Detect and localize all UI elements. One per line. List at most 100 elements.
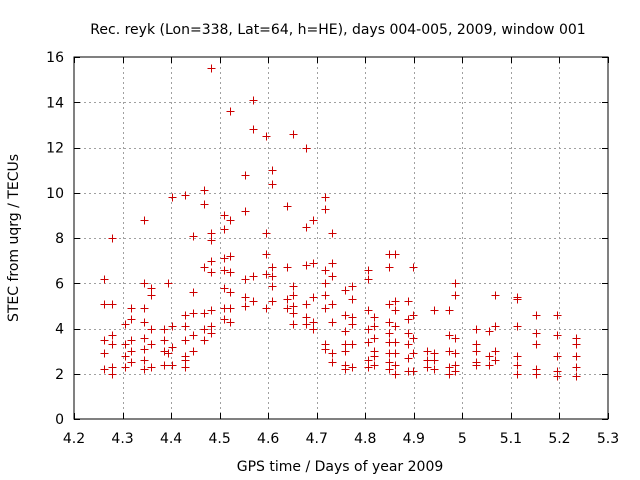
data-point — [249, 297, 258, 306]
data-point — [147, 291, 156, 300]
data-point — [328, 349, 337, 358]
data-point — [140, 356, 149, 365]
data-point — [108, 370, 117, 379]
data-point — [164, 279, 173, 288]
data-point — [249, 96, 258, 105]
data-point — [321, 279, 330, 288]
x-tick-label: 5 — [458, 431, 467, 447]
data-point — [207, 236, 216, 245]
data-point — [147, 340, 156, 349]
data-point — [289, 302, 298, 311]
data-point — [268, 263, 277, 272]
data-point — [226, 288, 235, 297]
data-point — [181, 311, 190, 320]
data-point — [100, 349, 109, 358]
data-point — [445, 331, 454, 340]
x-axis-label: GPS time / Days of year 2009 — [237, 459, 444, 475]
data-point — [127, 358, 136, 367]
data-point — [445, 370, 454, 379]
data-point — [391, 250, 400, 259]
y-tick-label: 0 — [55, 412, 64, 428]
data-point — [370, 334, 379, 343]
data-point — [127, 347, 136, 356]
data-point — [348, 282, 357, 291]
data-point — [472, 340, 481, 349]
data-point — [364, 356, 373, 365]
data-point — [485, 327, 494, 336]
data-point — [391, 322, 400, 331]
data-point — [513, 322, 522, 331]
data-point — [491, 347, 500, 356]
data-point — [268, 297, 277, 306]
data-point — [404, 354, 413, 363]
data-point — [147, 284, 156, 293]
data-point — [160, 336, 169, 345]
data-point — [532, 329, 541, 338]
data-point — [472, 361, 481, 370]
data-point — [207, 306, 216, 315]
data-point — [226, 107, 235, 116]
data-point — [226, 268, 235, 277]
data-point — [348, 295, 357, 304]
data-point — [341, 347, 350, 356]
data-point — [226, 216, 235, 225]
data-point — [321, 193, 330, 202]
data-point — [370, 352, 379, 361]
data-point — [140, 334, 149, 343]
data-point — [241, 275, 250, 284]
data-point — [121, 340, 130, 349]
data-point — [451, 349, 460, 358]
data-point — [328, 229, 337, 238]
data-point — [341, 327, 350, 336]
data-point — [108, 363, 117, 372]
x-tick-label: 4.4 — [160, 431, 182, 447]
data-point — [268, 282, 277, 291]
data-point — [348, 313, 357, 322]
y-tick-label: 12 — [46, 141, 64, 157]
data-point — [200, 309, 209, 318]
data-point — [283, 202, 292, 211]
grid-lines — [74, 57, 608, 419]
data-point — [262, 304, 271, 313]
data-point — [302, 261, 311, 270]
data-point — [572, 363, 581, 372]
data-point — [108, 331, 117, 340]
data-point — [207, 322, 216, 331]
data-point — [364, 266, 373, 275]
data-points — [100, 64, 581, 381]
data-point — [485, 352, 494, 361]
data-point — [181, 322, 190, 331]
data-point — [409, 311, 418, 320]
data-point — [147, 325, 156, 334]
data-point — [108, 340, 117, 349]
data-point — [404, 340, 413, 349]
data-point — [108, 300, 117, 309]
x-tick-label: 4.2 — [63, 431, 85, 447]
data-point — [385, 365, 394, 374]
data-point — [341, 286, 350, 295]
data-point — [328, 272, 337, 281]
data-point — [385, 318, 394, 327]
data-point — [160, 347, 169, 356]
data-point — [268, 272, 277, 281]
y-tick-label: 6 — [55, 276, 64, 292]
data-point — [451, 334, 460, 343]
data-point — [121, 352, 130, 361]
y-axis-label: STEC from uqrg / TECUs — [6, 154, 22, 322]
data-point — [108, 234, 117, 243]
data-point — [321, 266, 330, 275]
data-point — [189, 347, 198, 356]
x-tick-label: 5.1 — [500, 431, 522, 447]
data-point — [553, 331, 562, 340]
data-point — [391, 361, 400, 370]
x-tick-label: 4.3 — [111, 431, 133, 447]
data-point — [513, 295, 522, 304]
data-point — [160, 361, 169, 370]
data-point — [121, 363, 130, 372]
data-point — [140, 365, 149, 374]
data-point — [220, 254, 229, 263]
data-point — [181, 336, 190, 345]
data-point — [445, 306, 454, 315]
